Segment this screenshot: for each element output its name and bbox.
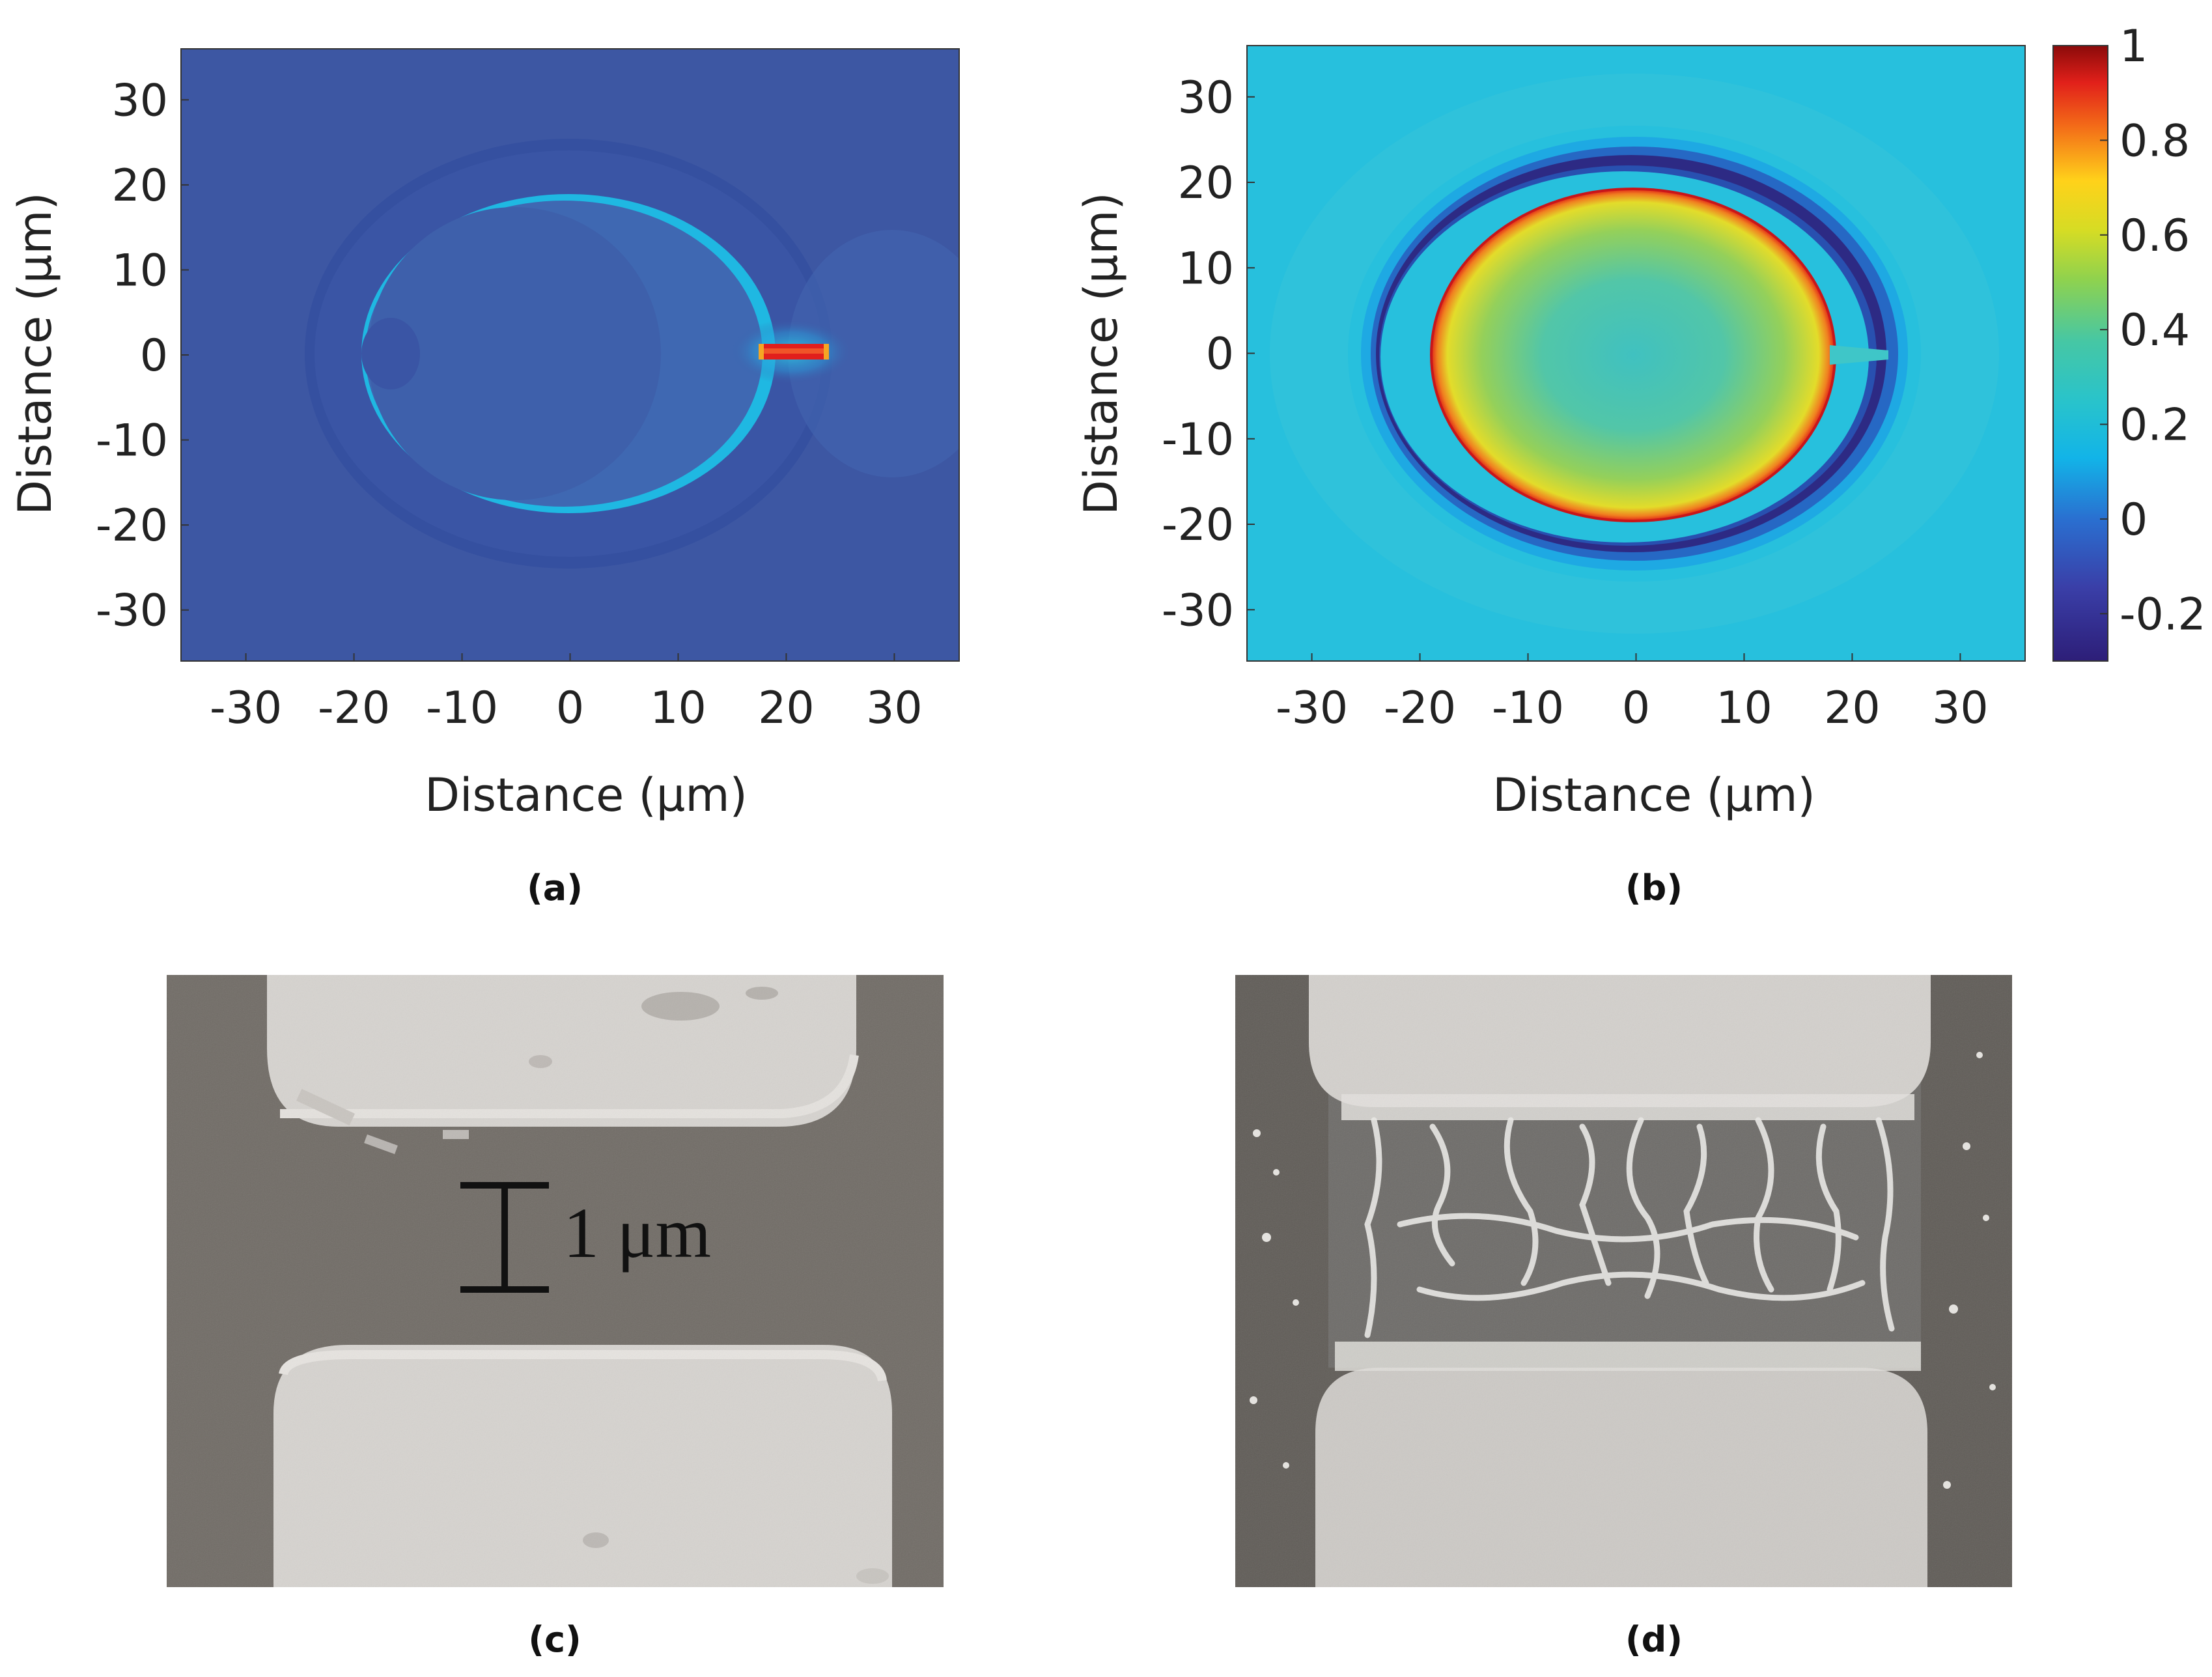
y-tick-label-a: 0 [140, 330, 168, 382]
heatmap-a [181, 49, 959, 661]
y-tick-label-b: 30 [1177, 72, 1234, 124]
y-tick-label-a: 30 [111, 75, 168, 126]
y-tick-label-a: -10 [96, 416, 168, 467]
colorbar: 1 0.8 0.6 0.4 0.2 0 -0.2 [2052, 21, 2206, 662]
panel-label-d: (d) [1625, 1619, 1683, 1660]
y-tick-label-a: 10 [111, 245, 168, 296]
sem-image-d [1235, 975, 2012, 1587]
x-tick-label-b: -10 [1492, 683, 1564, 734]
x-tick-label-b: 10 [1716, 683, 1772, 734]
x-tick-label-b: -30 [1276, 683, 1348, 734]
scale-bar-label: 1 μm [563, 1193, 711, 1273]
x-tick-label-a: -10 [426, 683, 498, 734]
x-tick-label-a: 0 [556, 683, 584, 734]
colorbar-tick-label: 0 [2120, 494, 2148, 546]
colorbar-tick-label: 1 [2120, 21, 2148, 72]
colorbar-gradient [2052, 45, 2108, 662]
panel-label-c: (c) [528, 1619, 581, 1660]
y-tick-label-b: -30 [1162, 585, 1234, 636]
panel-d [1235, 975, 2012, 1587]
xlabel-a: Distance (μm) [425, 768, 748, 822]
x-tick-label-b: 30 [1932, 683, 1989, 734]
x-tick-label-b: -20 [1384, 683, 1456, 734]
panel-c: 1 μm [167, 975, 944, 1587]
colorbar-tick-label: 0.2 [2120, 400, 2190, 451]
x-tick-label-b: 0 [1622, 683, 1650, 734]
y-tick-label-a: -20 [96, 500, 168, 552]
heatmap-b [1247, 46, 2025, 661]
colorbar-tick-label: 0.8 [2120, 115, 2190, 167]
x-tick-label-a: -30 [210, 683, 282, 734]
x-tick-label-a: -20 [318, 683, 390, 734]
ylabel-a: Distance (μm) [8, 192, 62, 515]
x-tick-label-a: 10 [650, 683, 707, 734]
y-tick-label-b: -20 [1162, 500, 1234, 551]
x-tick-label-b: 20 [1824, 683, 1881, 734]
x-tick-label-a: 20 [758, 683, 815, 734]
xlabel-b: Distance (μm) [1492, 768, 1815, 822]
y-tick-label-b: 10 [1177, 243, 1234, 294]
y-tick-label-b: -10 [1162, 414, 1234, 466]
panel-label-a: (a) [527, 867, 583, 909]
y-tick-label-a: -30 [96, 585, 168, 637]
colorbar-tick-label: -0.2 [2120, 589, 2206, 640]
colorbar-tick-label: 0.6 [2120, 210, 2190, 262]
y-tick-label-a: 20 [111, 160, 168, 212]
panel-label-b: (b) [1625, 867, 1683, 909]
y-tick-label-b: 20 [1177, 158, 1234, 209]
colorbar-tick-label: 0.4 [2120, 305, 2190, 356]
panel-a: -30 -20 -10 0 10 20 30 30 20 10 0 -10 -20 -30 [96, 48, 960, 734]
ylabel-b: Distance (μm) [1074, 192, 1128, 515]
panel-b: -30 -20 -10 0 10 20 30 30 20 10 0 -10 -20 -30 [1162, 45, 2026, 734]
y-tick-label-b: 0 [1206, 329, 1234, 380]
x-tick-label-a: 30 [866, 683, 923, 734]
scale-bar [460, 1182, 549, 1293]
sem-image-c [167, 975, 944, 1587]
